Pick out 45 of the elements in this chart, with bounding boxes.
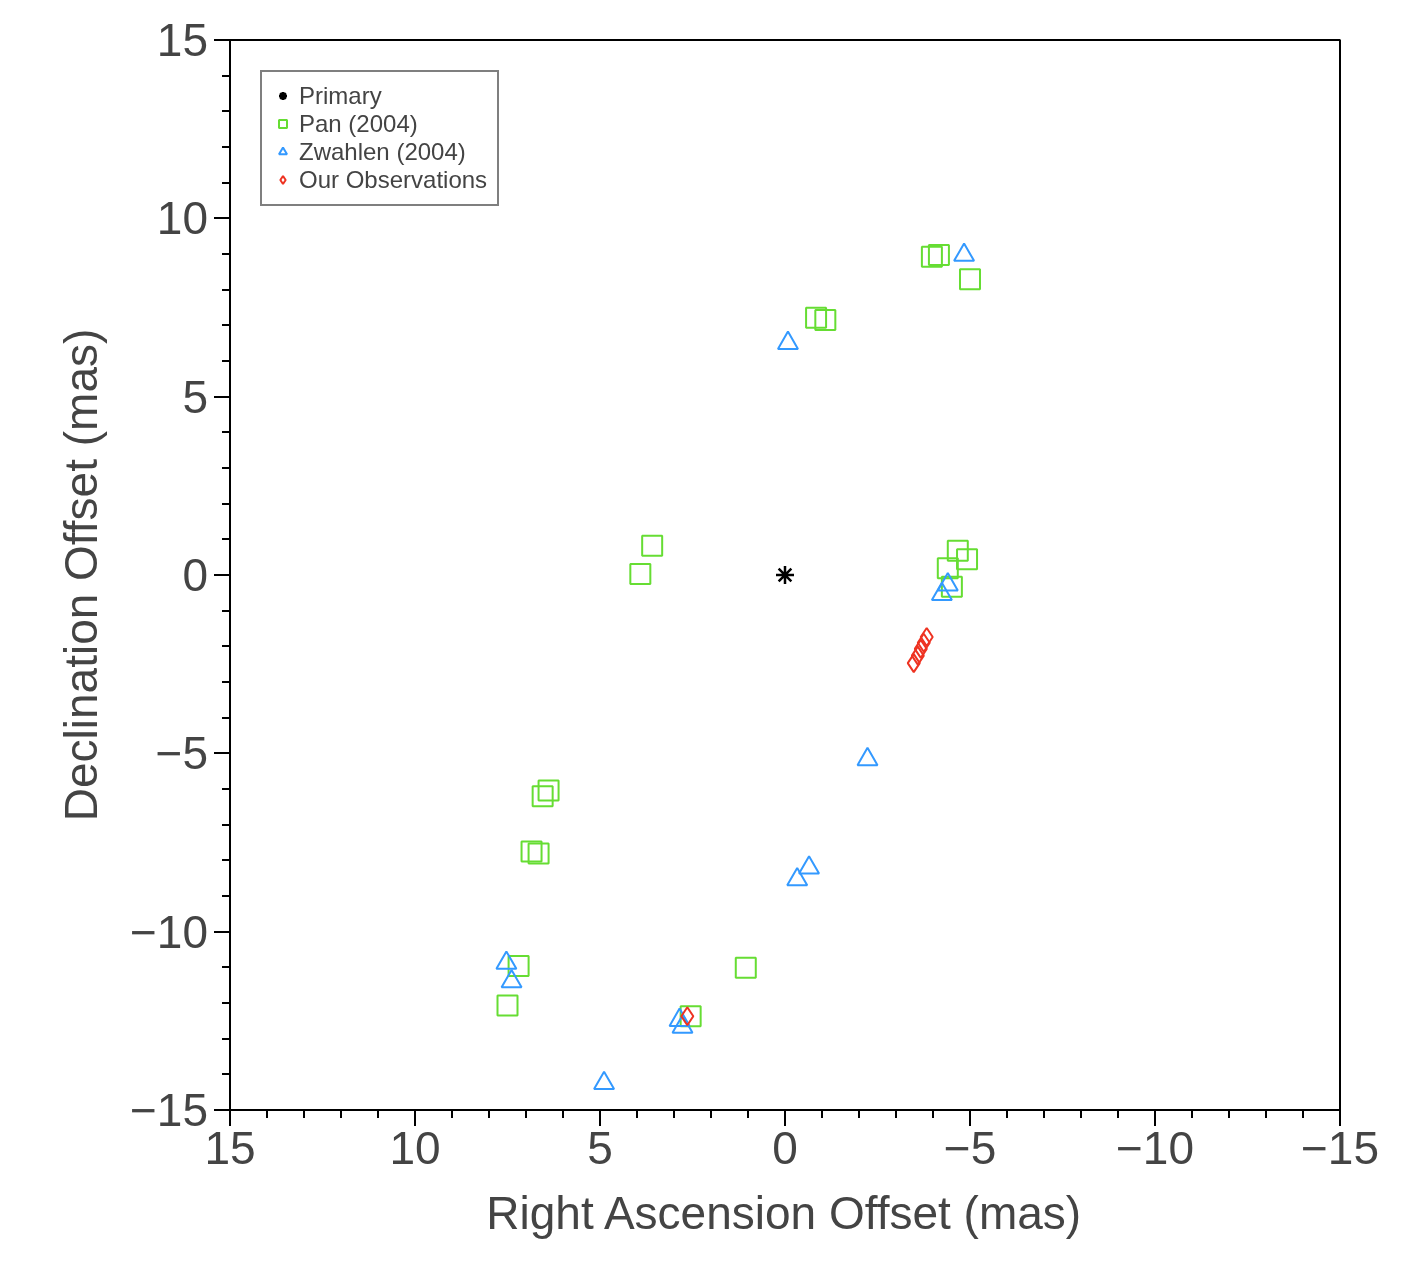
y-tick-label: −15 — [129, 1084, 208, 1136]
legend-label: Our Observations — [299, 166, 488, 194]
y-tick-label: 5 — [182, 370, 209, 423]
point — [774, 564, 796, 586]
point — [920, 245, 943, 268]
x-axis-title: Right Ascension Offset (mas) — [486, 1187, 1082, 1239]
y-tick-label: 10 — [156, 192, 209, 245]
point — [927, 244, 950, 267]
point — [537, 779, 560, 802]
y-axis-title: Declination Offset (mas) — [54, 328, 107, 822]
point — [527, 842, 550, 865]
point — [814, 308, 837, 331]
point — [680, 1006, 695, 1027]
y-tick-label: −10 — [129, 905, 208, 958]
x-tick-label: 0 — [772, 1122, 798, 1174]
point — [531, 785, 554, 808]
point — [946, 539, 969, 562]
legend-label: Zwahlen (2004) — [299, 138, 466, 166]
point — [734, 956, 757, 979]
legend-label: Pan (2004) — [299, 110, 418, 138]
point — [913, 638, 928, 659]
point — [805, 306, 828, 329]
legend-label: Primary — [299, 82, 382, 110]
point — [629, 562, 652, 585]
point — [910, 645, 925, 666]
point — [520, 840, 543, 863]
x-tick-label: 5 — [587, 1122, 613, 1174]
point — [959, 268, 981, 291]
point — [919, 627, 934, 648]
point — [906, 653, 921, 674]
point — [641, 534, 664, 557]
point — [940, 575, 963, 598]
point — [916, 632, 931, 653]
y-tick-label: −5 — [155, 727, 209, 780]
point — [679, 1005, 702, 1028]
point — [956, 548, 979, 571]
point — [496, 994, 519, 1017]
point — [936, 557, 959, 580]
x-tick-label: −10 — [1115, 1122, 1195, 1174]
y-tick-label: 15 — [156, 14, 209, 66]
x-tick-label: −15 — [1300, 1122, 1380, 1174]
point — [507, 954, 530, 977]
y-tick-label: 0 — [182, 549, 209, 601]
x-tick-label: 10 — [389, 1122, 441, 1174]
x-tick-label: −5 — [943, 1122, 997, 1174]
